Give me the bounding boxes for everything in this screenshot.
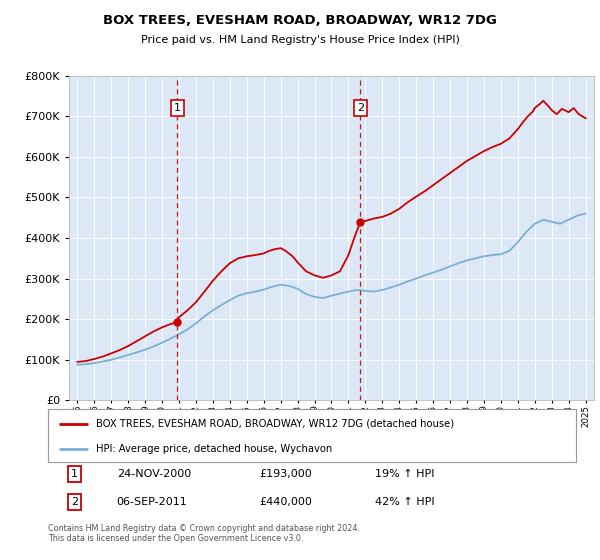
Text: £193,000: £193,000 bbox=[259, 469, 312, 479]
Text: 19% ↑ HPI: 19% ↑ HPI bbox=[376, 469, 435, 479]
Text: 42% ↑ HPI: 42% ↑ HPI bbox=[376, 497, 435, 507]
Text: BOX TREES, EVESHAM ROAD, BROADWAY, WR12 7DG: BOX TREES, EVESHAM ROAD, BROADWAY, WR12 … bbox=[103, 14, 497, 27]
Text: Price paid vs. HM Land Registry's House Price Index (HPI): Price paid vs. HM Land Registry's House … bbox=[140, 35, 460, 45]
Text: £440,000: £440,000 bbox=[259, 497, 312, 507]
Text: 24-NOV-2000: 24-NOV-2000 bbox=[116, 469, 191, 479]
Text: 06-SEP-2011: 06-SEP-2011 bbox=[116, 497, 187, 507]
Text: 2: 2 bbox=[71, 497, 78, 507]
Text: HPI: Average price, detached house, Wychavon: HPI: Average price, detached house, Wych… bbox=[95, 444, 332, 454]
Text: 2: 2 bbox=[357, 103, 364, 113]
Text: 1: 1 bbox=[174, 103, 181, 113]
Text: BOX TREES, EVESHAM ROAD, BROADWAY, WR12 7DG (detached house): BOX TREES, EVESHAM ROAD, BROADWAY, WR12 … bbox=[95, 419, 454, 429]
Text: 1: 1 bbox=[71, 469, 78, 479]
Text: Contains HM Land Registry data © Crown copyright and database right 2024.
This d: Contains HM Land Registry data © Crown c… bbox=[48, 524, 360, 543]
